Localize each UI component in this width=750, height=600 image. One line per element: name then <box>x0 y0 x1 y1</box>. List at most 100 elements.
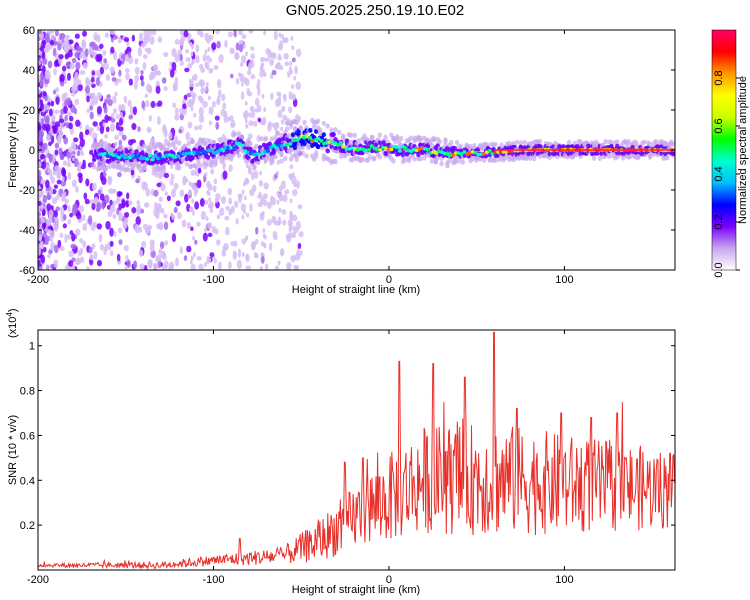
ridge-halo <box>456 158 462 164</box>
x-tick-label: -100 <box>202 274 224 286</box>
noise-speckle <box>66 162 72 168</box>
noise-speckle <box>245 212 250 218</box>
noise-speckle <box>241 238 247 245</box>
noise-speckle <box>126 259 131 269</box>
noise-speckle <box>104 114 109 124</box>
noise-speckle <box>293 75 297 81</box>
snr-ylabel: SNR (10 * v/v) <box>7 415 19 485</box>
noise-speckle <box>38 73 41 83</box>
noise-speckle <box>53 184 59 189</box>
ridge-core <box>341 145 346 149</box>
ridge-body <box>184 156 190 162</box>
ridge-halo <box>607 153 612 159</box>
noise-speckle <box>171 233 177 243</box>
noise-speckle <box>42 58 48 65</box>
noise-speckle <box>131 123 137 131</box>
ridge-halo <box>91 164 97 170</box>
noise-speckle <box>107 176 112 186</box>
noise-speckle <box>184 49 190 54</box>
noise-speckle <box>163 85 168 92</box>
ridge-halo <box>184 161 190 167</box>
noise-speckle <box>184 67 190 73</box>
noise-speckle <box>109 123 116 132</box>
ridge-halo <box>190 138 195 145</box>
noise-speckle <box>153 189 159 197</box>
ridge-halo <box>283 155 288 162</box>
noise-speckle <box>109 240 114 247</box>
noise-speckle <box>169 69 175 78</box>
noise-speckle <box>251 242 256 250</box>
noise-speckle <box>277 53 281 59</box>
noise-speckle <box>98 233 103 243</box>
noise-speckle <box>173 83 178 92</box>
noise-speckle <box>138 32 144 42</box>
noise-speckle <box>128 78 134 86</box>
noise-speckle <box>42 246 47 253</box>
noise-speckle <box>242 181 246 187</box>
ridge-halo <box>126 167 132 173</box>
ridge-core <box>215 149 220 154</box>
noise-speckle <box>90 92 96 99</box>
noise-speckle <box>197 167 202 174</box>
noise-speckle <box>174 257 179 267</box>
ridge-halo <box>377 132 383 138</box>
noise-speckle <box>66 72 71 81</box>
noise-speckle <box>182 178 189 183</box>
noise-speckle <box>53 244 59 254</box>
noise-speckle <box>156 254 162 262</box>
ridge-body <box>124 149 130 155</box>
noise-speckle <box>284 189 290 195</box>
noise-speckle <box>190 263 196 270</box>
ridge-halo <box>203 161 209 167</box>
noise-speckle <box>209 207 214 214</box>
ridge-halo <box>111 163 116 169</box>
noise-speckle <box>83 192 88 200</box>
ridge-halo <box>298 125 303 131</box>
noise-speckle <box>142 62 147 71</box>
ridge-body <box>315 144 321 150</box>
noise-speckle <box>152 64 159 71</box>
noise-speckle <box>40 178 46 185</box>
noise-speckle <box>38 114 41 123</box>
noise-speckle <box>193 112 197 118</box>
ridge-halo <box>597 155 603 161</box>
ridge-halo <box>240 148 245 154</box>
noise-speckle <box>278 207 282 213</box>
noise-speckle <box>172 102 177 109</box>
ridge-core <box>271 143 276 147</box>
colorbar-tick-label: 0.4 <box>713 166 725 181</box>
noise-speckle <box>145 83 152 93</box>
noise-speckle <box>174 107 179 115</box>
noise-speckle <box>71 232 76 242</box>
noise-speckle <box>118 239 123 245</box>
ridge-body <box>91 157 97 163</box>
noise-speckle <box>208 68 212 74</box>
noise-speckle <box>190 169 197 176</box>
noise-speckle <box>53 40 59 46</box>
noise-speckle <box>245 265 252 270</box>
noise-speckle <box>40 154 46 159</box>
noise-speckle <box>293 182 297 188</box>
noise-speckle <box>244 236 248 242</box>
noise-speckle <box>79 138 86 148</box>
noise-speckle <box>74 33 80 39</box>
noise-speckle <box>150 100 156 109</box>
ridge-core <box>487 148 492 153</box>
ridge-core <box>268 145 273 150</box>
noise-speckle <box>76 212 82 220</box>
noise-speckle <box>152 262 159 270</box>
noise-speckle <box>283 52 289 60</box>
noise-speckle <box>49 235 54 243</box>
ridge-core <box>119 153 124 158</box>
y-tick-label: 0.2 <box>20 520 35 532</box>
ridge-core <box>147 153 152 158</box>
noise-speckle <box>82 223 88 232</box>
noise-speckle <box>189 207 192 213</box>
noise-speckle <box>85 76 90 86</box>
noise-speckle <box>249 203 253 213</box>
snr-ylabel-scale: (x104) <box>5 308 19 338</box>
noise-speckle <box>205 82 209 88</box>
noise-speckle <box>174 113 180 121</box>
noise-speckle <box>50 205 54 210</box>
noise-speckle <box>111 77 117 82</box>
